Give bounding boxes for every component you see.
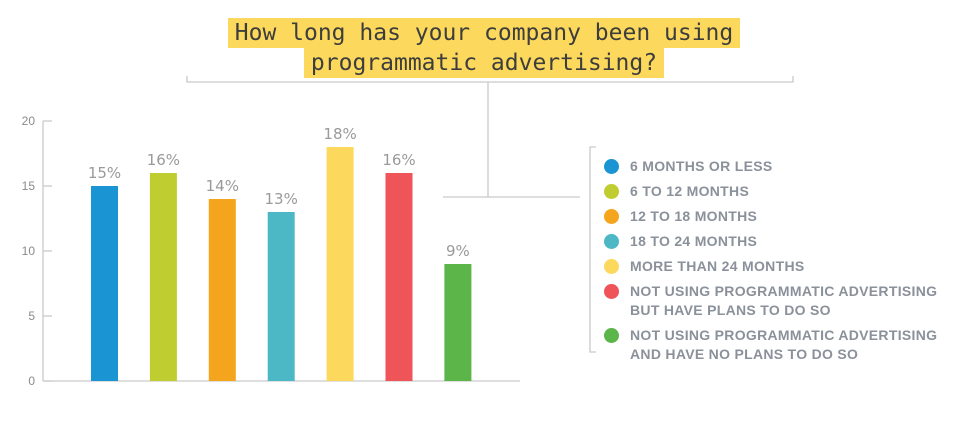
bar — [385, 173, 413, 381]
chart-title-line-1: How long has your company been using — [227, 18, 741, 48]
bar-value-label: 16% — [147, 151, 180, 169]
legend-label: NOT USING PROGRAMMATIC ADVERTISING — [630, 283, 938, 299]
chart-title: How long has your company been using pro… — [0, 18, 968, 78]
legend-item: 6 MONTHS OR LESS — [600, 157, 937, 176]
bar — [267, 212, 295, 381]
legend-bracket — [589, 146, 596, 353]
bar-value-label: 13% — [265, 190, 298, 208]
bar-value-label: 9% — [446, 242, 470, 260]
legend: 6 MONTHS OR LESS 6 TO 12 MONTHS 12 TO 18 M… — [600, 157, 937, 370]
legend-item: 6 TO 12 MONTHS — [600, 182, 937, 201]
legend-label: NOT USING PROGRAMMATIC ADVERTISING — [630, 327, 938, 343]
bar — [444, 264, 472, 381]
legend-item: 12 TO 18 MONTHS — [600, 207, 937, 226]
bar — [208, 199, 236, 381]
legend-item: MORE THAN 24 MONTHS — [600, 257, 937, 276]
bar-value-label: 15% — [88, 164, 121, 182]
title-bracket — [186, 76, 794, 83]
legend-swatch — [604, 284, 619, 299]
y-tick-label: 20 — [22, 114, 36, 128]
chart-title-line-2: programmatic advertising? — [303, 48, 665, 78]
legend-label: AND HAVE NO PLANS TO DO SO — [630, 346, 859, 362]
legend-swatch — [604, 209, 619, 224]
y-tick-label: 0 — [28, 374, 35, 388]
legend-swatch — [604, 159, 619, 174]
bar-value-label: 14% — [206, 177, 239, 195]
legend-swatch — [604, 184, 619, 199]
y-tick-label: 5 — [28, 309, 35, 323]
legend-swatch — [604, 234, 619, 249]
y-ticks: 0 5 10 15 20 — [22, 114, 52, 388]
connector-lines — [186, 76, 794, 353]
bar — [91, 186, 118, 381]
y-tick-label: 15 — [22, 179, 36, 193]
y-tick-label: 10 — [22, 244, 36, 258]
bar — [149, 173, 177, 381]
legend-item: NOT USING PROGRAMMATIC ADVERTISING AND HA… — [600, 326, 937, 364]
legend-label: 6 TO 12 MONTHS — [630, 183, 750, 199]
legend-label: 18 TO 24 MONTHS — [630, 233, 758, 249]
bar-value-label: 18% — [323, 125, 356, 143]
bar-labels: 15% 16% 14% 13% 18% 16% 9% — [88, 125, 470, 260]
bars — [91, 147, 472, 381]
legend-item: NOT USING PROGRAMMATIC ADVERTISING BUT HA… — [600, 282, 937, 320]
legend-item: 18 TO 24 MONTHS — [600, 232, 937, 251]
bar — [326, 147, 354, 381]
legend-swatch — [604, 328, 619, 343]
legend-swatch — [604, 259, 619, 274]
legend-label: MORE THAN 24 MONTHS — [630, 258, 805, 274]
legend-label: 6 MONTHS OR LESS — [630, 158, 773, 174]
legend-label: BUT HAVE PLANS TO DO SO — [630, 302, 831, 318]
bar-value-label: 16% — [382, 151, 415, 169]
legend-label: 12 TO 18 MONTHS — [630, 208, 758, 224]
